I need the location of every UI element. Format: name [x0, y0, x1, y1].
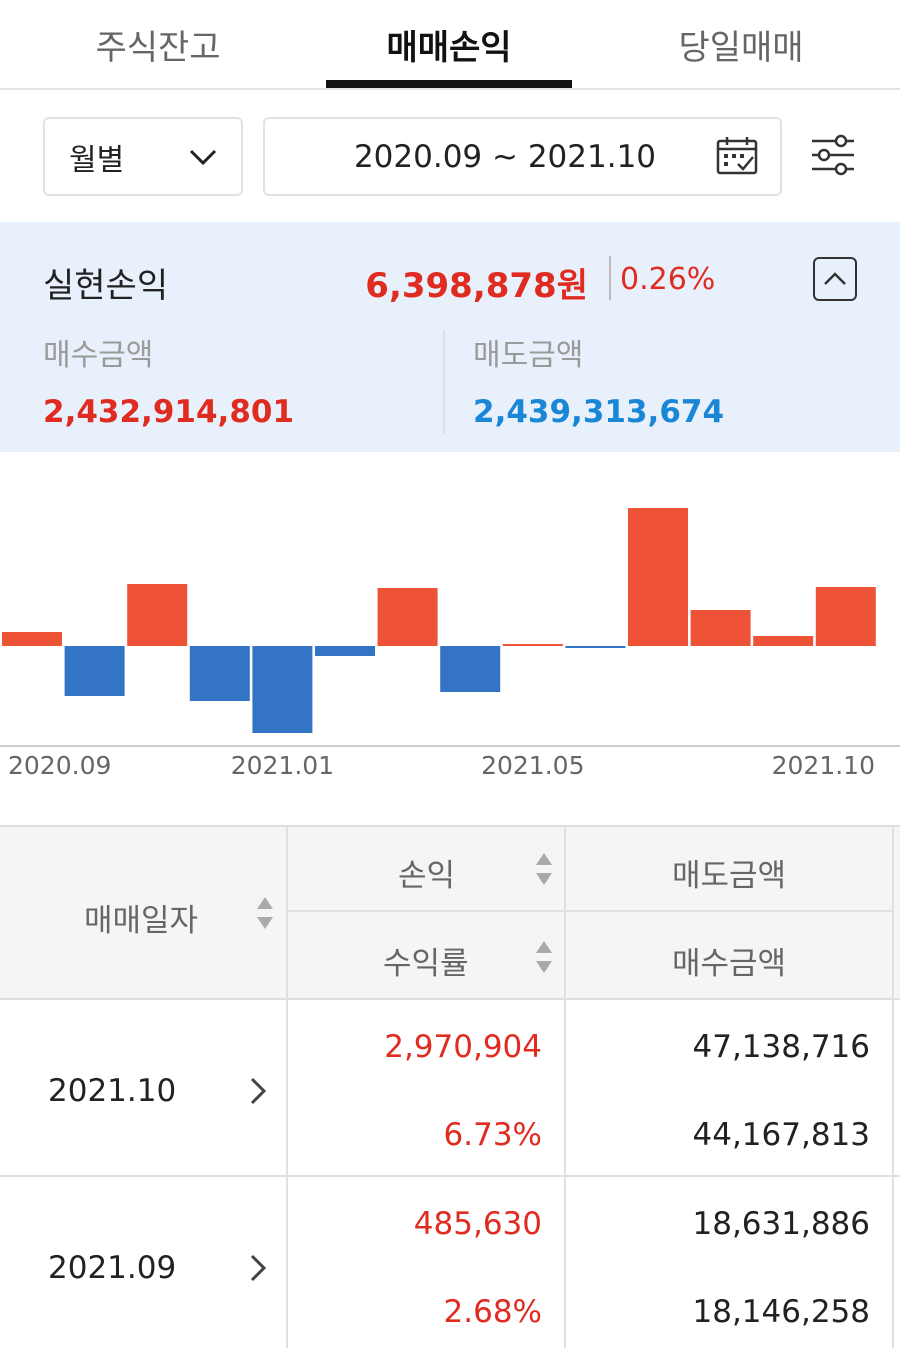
row-buy-amount: 44,167,813	[692, 1117, 871, 1153]
row-sell-amount: 18,631,886	[692, 1206, 871, 1242]
realized-profit-rate: 0.26%	[620, 262, 716, 297]
header-return-rate[interactable]: 수익률	[383, 946, 469, 982]
table-divider	[288, 910, 892, 912]
chart-tick-label: 2020.09	[8, 751, 111, 780]
buy-amount-label: 매수금액	[43, 338, 154, 373]
buy-amount-value: 2,432,914,801	[43, 394, 295, 430]
row-profit: 2,970,904	[384, 1029, 542, 1065]
profit-summary-panel	[0, 222, 900, 452]
chart-bar-2021.03[interactable]	[377, 588, 438, 646]
chart-bar-2021.02[interactable]	[315, 646, 375, 656]
chart-bar-2020.12[interactable]	[189, 646, 250, 701]
header-buy-amount: 매수금액	[672, 946, 787, 982]
header-trade-date[interactable]: 매매일자	[84, 903, 199, 939]
active-tab-indicator	[326, 80, 572, 88]
monthly-profit-chart: 2020.09 2021.01 2021.05 2021.10	[0, 508, 900, 780]
chart-bar-2021.07[interactable]	[628, 508, 688, 646]
sell-amount-label: 매도금액	[473, 338, 584, 373]
row-buy-amount: 18,146,258	[692, 1294, 871, 1330]
collapse-summary-button[interactable]	[813, 257, 857, 301]
tab-trading-profit[interactable]: 매매손익	[386, 27, 512, 68]
header-profit[interactable]: 손익	[398, 858, 456, 894]
chart-bar-2021.04[interactable]	[440, 646, 501, 692]
chart-bar-2021.10[interactable]	[815, 587, 876, 646]
sell-amount-value: 2,439,313,674	[473, 394, 725, 430]
tab-bar: 주식잔고 매매손익 당일매매	[0, 0, 900, 90]
calendar-icon[interactable]	[716, 136, 758, 176]
chart-bar-2020.11[interactable]	[127, 584, 188, 646]
table-divider	[892, 825, 894, 1348]
chevron-down-icon	[189, 149, 217, 166]
summary-divider	[609, 256, 611, 300]
chart-tick-label: 2021.01	[231, 751, 334, 780]
sort-icon[interactable]	[534, 851, 554, 887]
row-date[interactable]: 2021.10	[48, 1073, 177, 1109]
row-profit: 485,630	[413, 1206, 542, 1242]
chevron-right-icon[interactable]	[246, 1073, 270, 1109]
chart-bar-2020.10[interactable]	[64, 646, 125, 696]
chart-bar-2021.06[interactable]	[565, 646, 626, 648]
date-range-field[interactable]: 2020.09 ~ 2021.10	[263, 117, 782, 196]
chevron-up-icon	[824, 272, 846, 285]
table-divider	[286, 825, 288, 1348]
table-divider	[0, 1175, 900, 1177]
chart-tick-label: 2021.05	[481, 751, 584, 780]
summary-mid-divider	[443, 330, 445, 434]
tab-stock-balance[interactable]: 주식잔고	[95, 27, 221, 68]
filter-settings-icon[interactable]	[810, 132, 856, 178]
sort-icon[interactable]	[534, 939, 554, 975]
header-sell-amount: 매도금액	[672, 858, 787, 894]
period-select[interactable]: 월별	[43, 117, 243, 196]
chart-bar-2021.09[interactable]	[753, 636, 814, 646]
chart-bar-2020.09[interactable]	[2, 632, 62, 646]
table-divider	[564, 825, 566, 1348]
chart-bar-2021.01[interactable]	[252, 646, 313, 733]
realized-profit-label: 실현손익	[43, 266, 169, 306]
chevron-right-icon[interactable]	[246, 1250, 270, 1286]
profit-table: 매매일자 손익 수익률 매도금액 매수금액 2021.10 2,970,904 …	[0, 825, 900, 1348]
chart-bar-2021.05[interactable]	[502, 644, 563, 646]
realized-profit-value: 6,398,878원	[365, 266, 588, 306]
table-header	[0, 825, 900, 1000]
row-sell-amount: 47,138,716	[692, 1029, 871, 1065]
date-range-text: 2020.09 ~ 2021.10	[353, 138, 657, 175]
chart-tick-label: 2021.10	[772, 751, 875, 780]
tab-daily-trading[interactable]: 당일매매	[678, 27, 804, 68]
sort-icon[interactable]	[255, 895, 275, 931]
row-return-rate: 2.68%	[443, 1294, 542, 1330]
chart-bar-2021.08[interactable]	[690, 610, 751, 646]
row-return-rate: 6.73%	[443, 1117, 542, 1153]
row-date[interactable]: 2021.09	[48, 1250, 177, 1286]
period-select-value: 월별	[69, 142, 125, 178]
